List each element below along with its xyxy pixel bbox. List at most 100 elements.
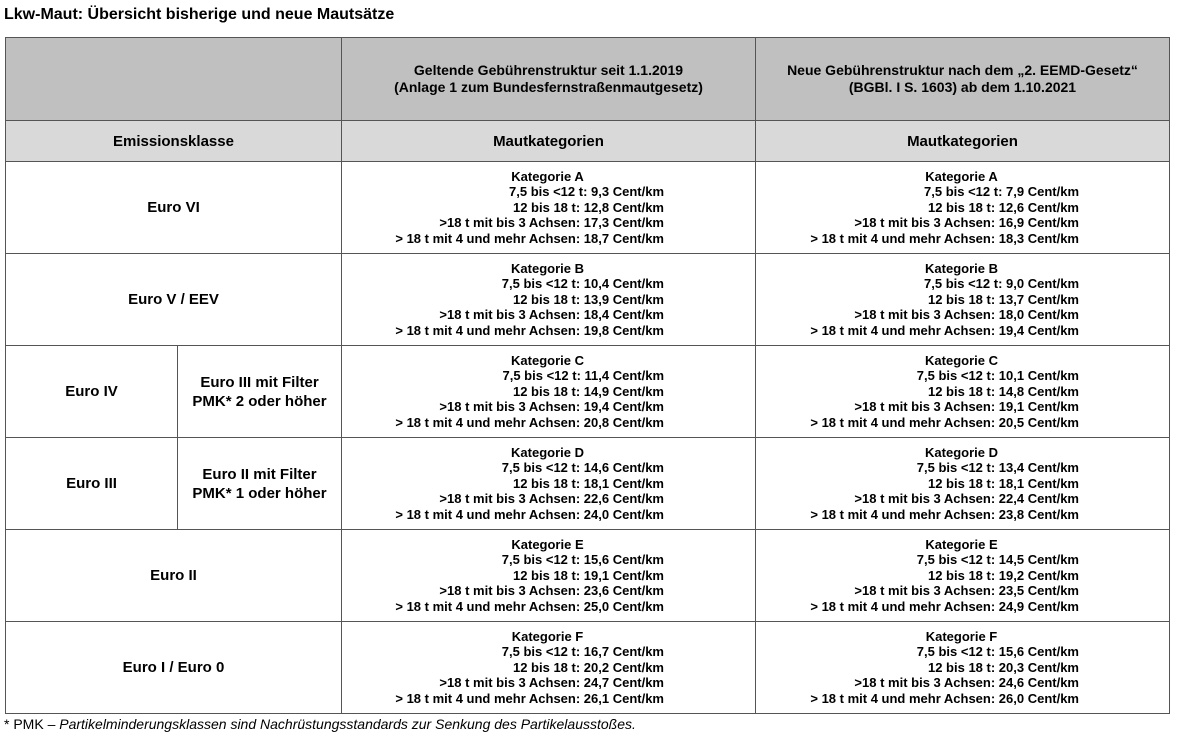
rates-cell-new: Kategorie A 7,5 bis <12 t: 7,9 Cent/km 12 … bbox=[755, 161, 1170, 254]
rate-line: 7,5 bis <12 t: 13,4 Cent/km bbox=[916, 460, 1079, 476]
rate-line: >18 t mit bis 3 Achsen: 18,0 Cent/km bbox=[854, 307, 1079, 323]
rate-line: >18 t mit bis 3 Achsen: 23,5 Cent/km bbox=[854, 583, 1079, 599]
rates-block: Kategorie F 7,5 bis <12 t: 15,6 Cent/km 12… bbox=[756, 629, 1169, 707]
rate-line: 12 bis 18 t: 20,3 Cent/km bbox=[927, 659, 1079, 675]
rates-cell-old: Kategorie E 7,5 bis <12 t: 15,6 Cent/km 12… bbox=[341, 529, 756, 622]
rate-line: > 18 t mit 4 und mehr Achsen: 24,0 Cent/… bbox=[395, 506, 664, 522]
rate-line: > 18 t mit 4 und mehr Achsen: 26,0 Cent/… bbox=[810, 690, 1079, 706]
emission-subclass-cell: Euro II mit Filter PMK* 1 oder höher bbox=[177, 437, 342, 530]
rates-block: Kategorie A 7,5 bis <12 t: 7,9 Cent/km 12 … bbox=[756, 169, 1169, 247]
rate-line: 7,5 bis <12 t: 14,5 Cent/km bbox=[916, 552, 1079, 568]
rates-cell-new: Kategorie C 7,5 bis <12 t: 10,1 Cent/km 12… bbox=[755, 345, 1170, 438]
toll-category-label: Kategorie E bbox=[925, 536, 998, 552]
toll-category-label: Kategorie D bbox=[511, 444, 584, 460]
rates-block: Kategorie D 7,5 bis <12 t: 13,4 Cent/km 12… bbox=[756, 445, 1169, 523]
rate-line: 7,5 bis <12 t: 15,6 Cent/km bbox=[501, 552, 664, 568]
rate-line: >18 t mit bis 3 Achsen: 19,1 Cent/km bbox=[854, 399, 1079, 415]
rates-block: Kategorie A 7,5 bis <12 t: 9,3 Cent/km 12 … bbox=[342, 169, 755, 247]
rate-line: 7,5 bis <12 t: 10,4 Cent/km bbox=[501, 276, 664, 292]
rate-line: 12 bis 18 t: 14,9 Cent/km bbox=[512, 383, 664, 399]
rate-line: > 18 t mit 4 und mehr Achsen: 19,8 Cent/… bbox=[395, 322, 664, 338]
rate-line: 7,5 bis <12 t: 7,9 Cent/km bbox=[924, 184, 1079, 200]
footnote-term: * PMK – bbox=[4, 716, 60, 732]
toll-category-label: Kategorie F bbox=[511, 628, 584, 644]
rate-line: 7,5 bis <12 t: 15,6 Cent/km bbox=[916, 644, 1079, 660]
toll-category-label: Kategorie C bbox=[511, 352, 584, 368]
toll-category-label: Kategorie B bbox=[925, 260, 998, 276]
rates-block: Kategorie C 7,5 bis <12 t: 10,1 Cent/km 12… bbox=[756, 353, 1169, 431]
rates-block: Kategorie C 7,5 bis <12 t: 11,4 Cent/km 12… bbox=[342, 353, 755, 431]
header-empty-cell bbox=[5, 37, 342, 121]
rate-line: 12 bis 18 t: 13,7 Cent/km bbox=[927, 291, 1079, 307]
footnote-definition: Partikelminderungsklassen sind Nachrüstu… bbox=[59, 716, 636, 732]
table-row: Euro III Euro II mit Filter PMK* 1 oder hö… bbox=[5, 437, 1170, 530]
emission-class-cell: Euro IV bbox=[5, 345, 178, 438]
rates-cell-old: Kategorie C 7,5 bis <12 t: 11,4 Cent/km 12… bbox=[341, 345, 756, 438]
rate-line: 7,5 bis <12 t: 9,3 Cent/km bbox=[509, 184, 664, 200]
rates-cell-old: Kategorie F 7,5 bis <12 t: 16,7 Cent/km 12… bbox=[341, 621, 756, 714]
rate-line: >18 t mit bis 3 Achsen: 24,6 Cent/km bbox=[854, 675, 1079, 691]
rate-line: > 18 t mit 4 und mehr Achsen: 18,3 Cent/… bbox=[810, 230, 1079, 246]
toll-category-label: Kategorie B bbox=[511, 260, 584, 276]
rate-line: > 18 t mit 4 und mehr Achsen: 20,8 Cent/… bbox=[395, 414, 664, 430]
rate-line: >18 t mit bis 3 Achsen: 19,4 Cent/km bbox=[439, 399, 664, 415]
emission-subclass-line: PMK* 2 oder höher bbox=[192, 392, 327, 410]
emission-subclass-cell: Euro III mit Filter PMK* 2 oder höher bbox=[177, 345, 342, 438]
toll-category-label: Kategorie C bbox=[925, 352, 998, 368]
rate-line: >18 t mit bis 3 Achsen: 18,4 Cent/km bbox=[439, 307, 664, 323]
header-row-structures: Geltende Gebührenstruktur seit 1.1.2019 … bbox=[5, 37, 1170, 121]
rates-block: Kategorie F 7,5 bis <12 t: 16,7 Cent/km 12… bbox=[342, 629, 755, 707]
header-new-structure: Neue Gebührenstruktur nach dem „2. EEMD-… bbox=[755, 37, 1170, 121]
rate-line: >18 t mit bis 3 Achsen: 22,4 Cent/km bbox=[854, 491, 1079, 507]
rate-line: 7,5 bis <12 t: 10,1 Cent/km bbox=[916, 368, 1079, 384]
rate-line: 7,5 bis <12 t: 9,0 Cent/km bbox=[924, 276, 1079, 292]
rate-line: > 18 t mit 4 und mehr Achsen: 19,4 Cent/… bbox=[810, 322, 1079, 338]
emission-subclass-line: PMK* 1 oder höher bbox=[192, 484, 327, 502]
rate-line: 7,5 bis <12 t: 16,7 Cent/km bbox=[501, 644, 664, 660]
rate-line: > 18 t mit 4 und mehr Achsen: 18,7 Cent/… bbox=[395, 230, 664, 246]
toll-category-label: Kategorie D bbox=[925, 444, 998, 460]
emission-class-cell: Euro V / EEV bbox=[5, 253, 342, 346]
header-new-structure-line-1: Neue Gebührenstruktur nach dem „2. EEMD-… bbox=[787, 62, 1138, 78]
emission-subclass-line: Euro II mit Filter bbox=[202, 465, 317, 483]
table-row: Euro IV Euro III mit Filter PMK* 2 oder hö… bbox=[5, 345, 1170, 438]
rate-line: 12 bis 18 t: 19,1 Cent/km bbox=[512, 567, 664, 583]
rate-line: >18 t mit bis 3 Achsen: 22,6 Cent/km bbox=[439, 491, 664, 507]
rate-line: >18 t mit bis 3 Achsen: 16,9 Cent/km bbox=[854, 215, 1079, 231]
rate-line: 12 bis 18 t: 18,1 Cent/km bbox=[927, 475, 1079, 491]
footnote: * PMK – Partikelminderungsklassen sind N… bbox=[4, 716, 636, 732]
rates-block: Kategorie B 7,5 bis <12 t: 9,0 Cent/km 12 … bbox=[756, 261, 1169, 339]
rate-line: >18 t mit bis 3 Achsen: 23,6 Cent/km bbox=[439, 583, 664, 599]
toll-category-label: Kategorie E bbox=[511, 536, 584, 552]
rates-block: Kategorie E 7,5 bis <12 t: 14,5 Cent/km 12… bbox=[756, 537, 1169, 615]
rates-cell-old: Kategorie D 7,5 bis <12 t: 14,6 Cent/km 12… bbox=[341, 437, 756, 530]
emission-class-header: Emissionsklasse bbox=[5, 120, 342, 162]
rate-line: 12 bis 18 t: 18,1 Cent/km bbox=[512, 475, 664, 491]
rate-line: 12 bis 18 t: 19,2 Cent/km bbox=[927, 567, 1079, 583]
rate-line: 12 bis 18 t: 13,9 Cent/km bbox=[512, 291, 664, 307]
table-row: Euro V / EEV Kategorie B 7,5 bis <12 t: 10… bbox=[5, 253, 1170, 346]
rate-line: 12 bis 18 t: 14,8 Cent/km bbox=[927, 383, 1079, 399]
rates-block: Kategorie E 7,5 bis <12 t: 15,6 Cent/km 12… bbox=[342, 537, 755, 615]
table-row: Euro II Kategorie E 7,5 bis <12 t: 15,6 Ce… bbox=[5, 529, 1170, 622]
rate-line: 12 bis 18 t: 12,6 Cent/km bbox=[927, 199, 1079, 215]
header-row-columns: Emissionsklasse Mautkategorien Mautkateg… bbox=[5, 120, 1170, 162]
rate-line: > 18 t mit 4 und mehr Achsen: 25,0 Cent/… bbox=[395, 598, 664, 614]
rate-line: >18 t mit bis 3 Achsen: 24,7 Cent/km bbox=[439, 675, 664, 691]
rate-line: 7,5 bis <12 t: 11,4 Cent/km bbox=[502, 368, 665, 384]
rates-cell-new: Kategorie D 7,5 bis <12 t: 13,4 Cent/km 12… bbox=[755, 437, 1170, 530]
toll-categories-header-old: Mautkategorien bbox=[341, 120, 756, 162]
toll-category-label: Kategorie F bbox=[925, 628, 998, 644]
emission-class-cell: Euro I / Euro 0 bbox=[5, 621, 342, 714]
rates-cell-old: Kategorie A 7,5 bis <12 t: 9,3 Cent/km 12 … bbox=[341, 161, 756, 254]
table-row: Euro I / Euro 0 Kategorie F 7,5 bis <12 t:… bbox=[5, 621, 1170, 714]
rates-block: Kategorie D 7,5 bis <12 t: 14,6 Cent/km 12… bbox=[342, 445, 755, 523]
rates-cell-old: Kategorie B 7,5 bis <12 t: 10,4 Cent/km 12… bbox=[341, 253, 756, 346]
toll-rates-table: Geltende Gebührenstruktur seit 1.1.2019 … bbox=[5, 37, 1170, 714]
header-old-structure-line-1: Geltende Gebührenstruktur seit 1.1.2019 bbox=[413, 62, 684, 78]
header-new-structure-line-2: (BGBl. I S. 1603) ab dem 1.10.2021 bbox=[848, 79, 1077, 95]
rate-line: > 18 t mit 4 und mehr Achsen: 26,1 Cent/… bbox=[395, 690, 664, 706]
rate-line: 7,5 bis <12 t: 14,6 Cent/km bbox=[501, 460, 664, 476]
rates-cell-new: Kategorie B 7,5 bis <12 t: 9,0 Cent/km 12 … bbox=[755, 253, 1170, 346]
